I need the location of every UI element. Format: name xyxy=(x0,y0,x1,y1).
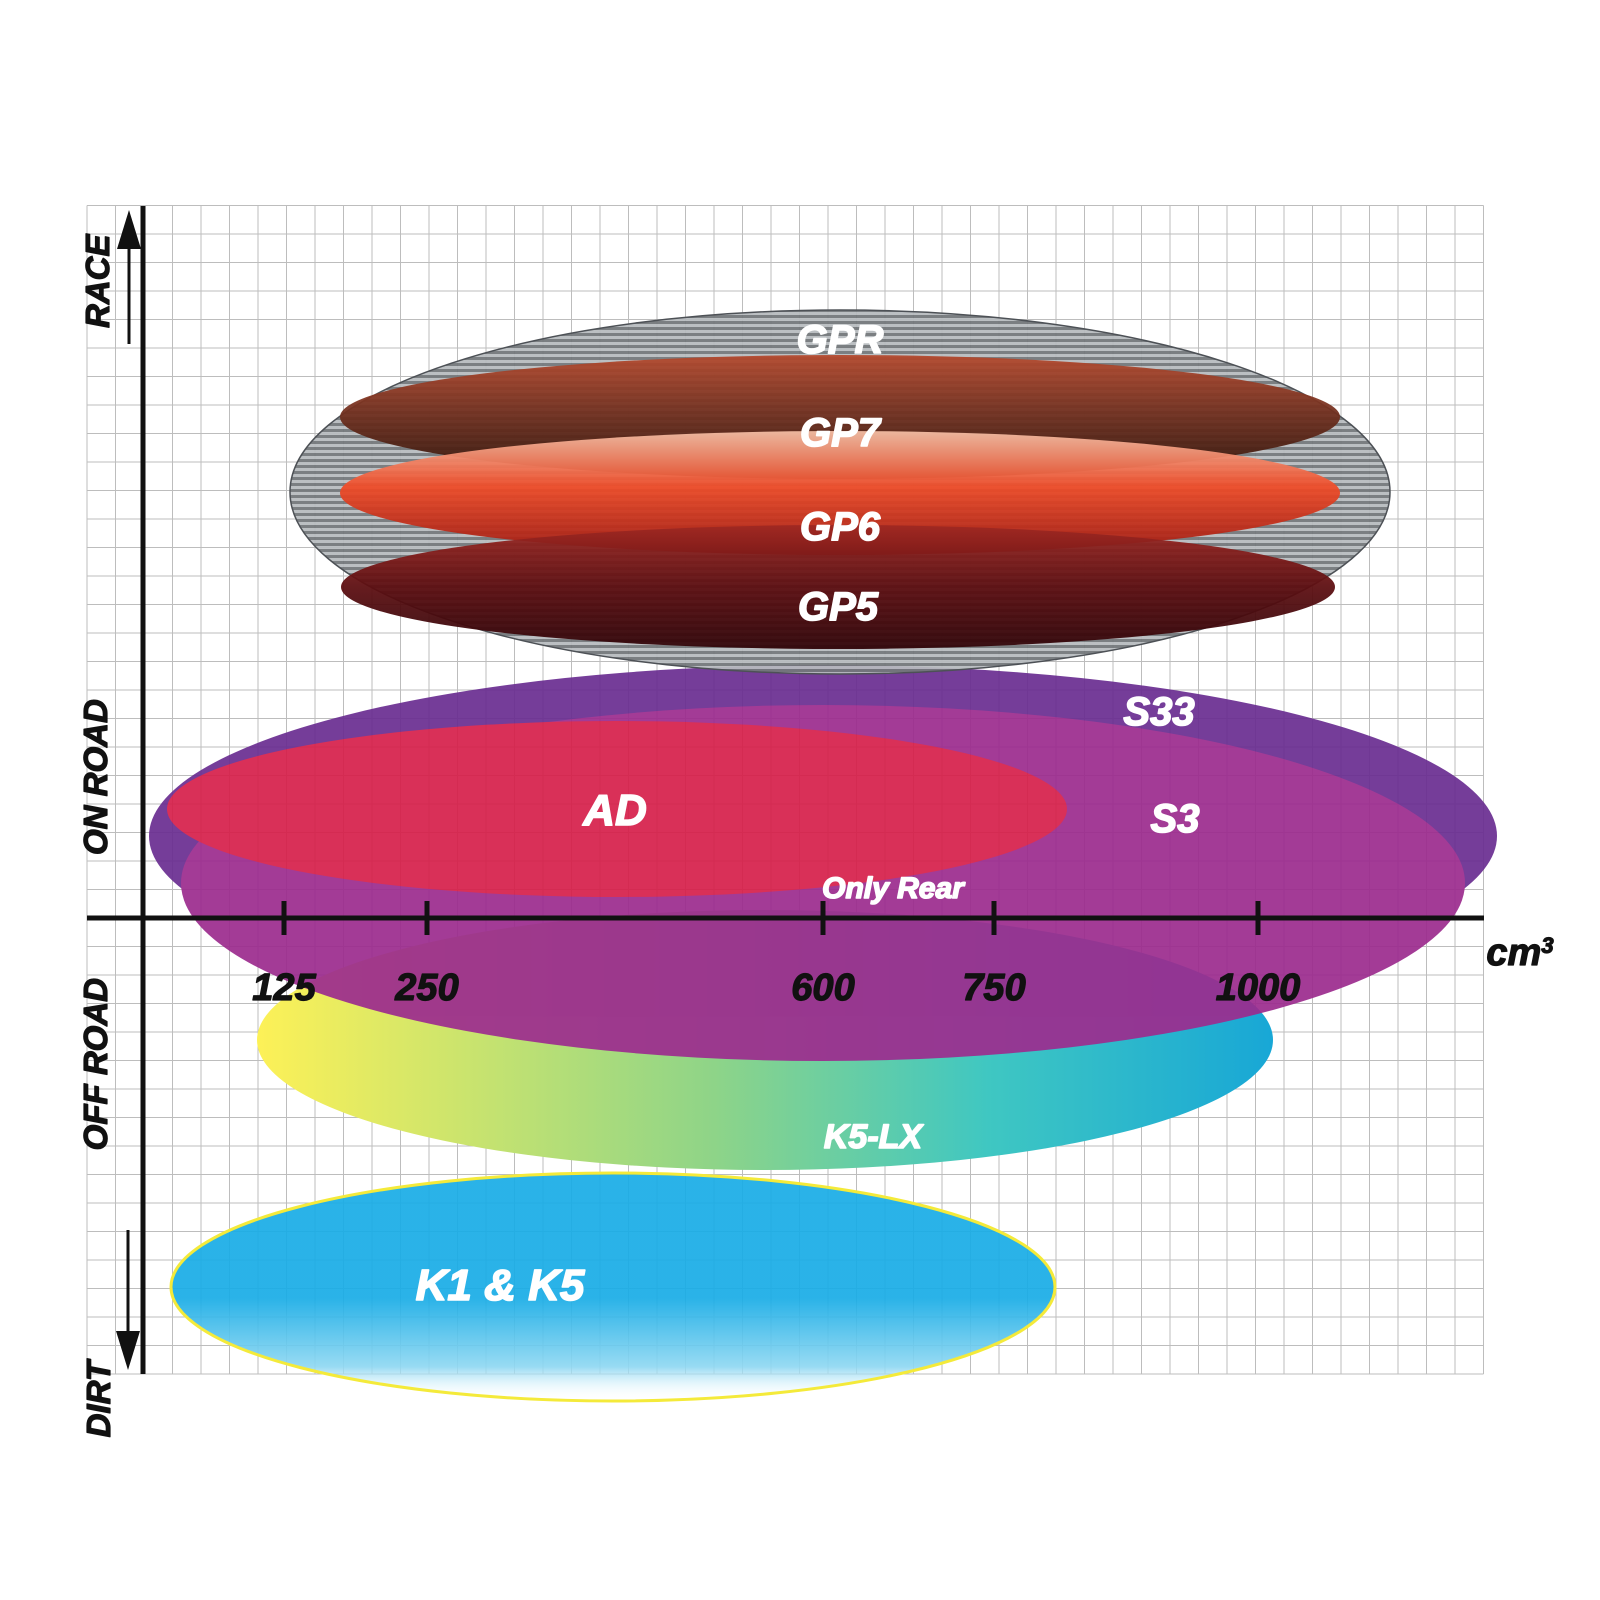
svg-text:K1 & K5: K1 & K5 xyxy=(416,1261,585,1310)
svg-text:S3: S3 xyxy=(1151,797,1200,841)
svg-text:DIRT: DIRT xyxy=(80,1358,117,1437)
svg-text:GPR: GPR xyxy=(797,318,884,362)
svg-text:AD: AD xyxy=(582,786,647,835)
svg-text:GP6: GP6 xyxy=(800,505,881,549)
svg-text:K5-LX: K5-LX xyxy=(824,1118,925,1156)
svg-text:125: 125 xyxy=(252,967,316,1009)
svg-text:1000: 1000 xyxy=(1216,967,1301,1009)
svg-text:ON ROAD: ON ROAD xyxy=(77,699,114,855)
svg-text:750: 750 xyxy=(962,967,1025,1009)
svg-text:S33: S33 xyxy=(1123,690,1194,734)
svg-text:250: 250 xyxy=(394,967,458,1009)
svg-text:600: 600 xyxy=(791,967,854,1009)
svg-text:cm3: cm3 xyxy=(1486,932,1553,974)
svg-text:Only Rear: Only Rear xyxy=(822,872,966,905)
svg-text:RACE: RACE xyxy=(79,234,116,328)
svg-text:GP7: GP7 xyxy=(800,411,882,455)
svg-text:GP5: GP5 xyxy=(798,585,879,629)
svg-text:OFF ROAD: OFF ROAD xyxy=(77,978,114,1150)
